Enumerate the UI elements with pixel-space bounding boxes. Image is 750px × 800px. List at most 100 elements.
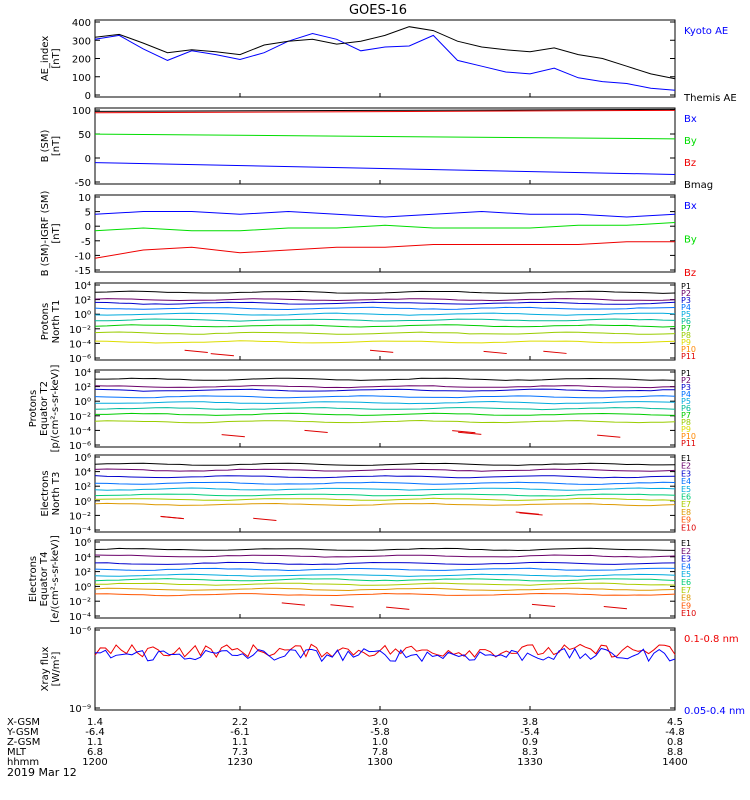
channel-line (94, 419, 676, 424)
legend-entry: 0.05-0.4 nm (684, 706, 745, 717)
panel-frame (94, 454, 676, 533)
channel-line (94, 592, 676, 597)
legend-entry: E2 (681, 547, 691, 556)
channel-line (94, 400, 676, 405)
channel-line (94, 502, 676, 507)
y-axis-label-line: B (SM)-IGRF (SM) (40, 191, 51, 277)
channel-segment (221, 434, 245, 438)
legend-entry: E7 (681, 500, 691, 509)
channel-segment (543, 350, 567, 354)
series-digrf-by (94, 222, 676, 232)
y-tick-label: 100 (72, 106, 91, 117)
legend-entry: E8 (681, 594, 691, 603)
series-bsm-bx (94, 162, 676, 175)
y-axis-label-line: B (SM) (40, 129, 51, 162)
y-axis-label-line: [nT] (51, 48, 62, 68)
y-tick-label: 5 (85, 208, 91, 219)
legend-entry: E9 (681, 516, 691, 525)
series-bsm-bz (94, 109, 676, 114)
legend-entry: P1 (681, 282, 691, 291)
y-tick-label: 400 (72, 18, 91, 29)
channel-line (94, 587, 676, 592)
y-tick-label: 10⁻⁶ (69, 354, 91, 365)
channel-line (94, 561, 676, 566)
channel-line (94, 468, 676, 472)
channel-line (94, 487, 676, 491)
y-axis-label-line: [e/(cm²-s-sr-keV)] (50, 535, 61, 623)
legend-entry: 0.1-0.8 nm (684, 634, 739, 645)
y-tick-label: 0 (85, 154, 91, 165)
x-tick-value: 1.1 (87, 737, 103, 748)
channel-line (94, 340, 676, 344)
legend-entry: P9 (681, 338, 691, 347)
series-digrf-bx (94, 210, 676, 218)
x-tick-value: -5.4 (520, 727, 540, 738)
chart-title: GOES-16 (349, 3, 407, 18)
x-row-label: X-GSM (7, 717, 40, 728)
x-tick-value: 1.0 (372, 737, 388, 748)
legend-entry: P9 (681, 425, 691, 434)
x-row-label: Z-GSM (7, 737, 40, 748)
y-axis-label: ElectronsEquator T4[e/(cm²-s-sr-keV)] (28, 535, 61, 623)
y-axis-label: ElectronsNorth T3 (40, 470, 62, 516)
y-axis-label-line: Equator T4 (39, 552, 50, 607)
panel-ae: 400 300 200 100 0 AE_index[nT] Kyoto AE Themis … (40, 18, 737, 104)
legend-entry: P2 (681, 289, 691, 298)
channel-segment (160, 515, 184, 520)
channel-line (94, 567, 676, 572)
panel-frame (94, 194, 676, 273)
y-axis-label-line: [nT] (51, 223, 62, 243)
x-tick-value: 7.8 (372, 747, 388, 758)
y-tick-label: -5 (81, 237, 91, 248)
legend-entry: By (684, 136, 697, 147)
legend-entry: E3 (681, 555, 691, 564)
y-axis-label: B (SM)[nT] (40, 129, 62, 162)
y-axis-label-line: Protons (40, 303, 51, 340)
y-tick-label: -10 (75, 251, 91, 262)
legend-entry: P4 (681, 303, 691, 312)
series-bsm-by (94, 133, 676, 140)
legend-entry: Bmag (684, 180, 713, 191)
x-tick-value: 1200 (82, 757, 107, 768)
legend-entry: P10 (681, 432, 696, 441)
legend-entry: P7 (681, 411, 691, 420)
channel-line (94, 573, 676, 577)
y-tick-label: 10² (74, 482, 91, 493)
legend-entry: P1 (681, 369, 691, 378)
legend-entry: P2 (681, 376, 691, 385)
channel-segment (369, 349, 394, 353)
y-axis-label-line: [W/m²] (51, 651, 62, 686)
legend-entry: P6 (681, 404, 691, 413)
channel-line (95, 412, 676, 416)
legend-entry: P8 (681, 418, 691, 427)
x-tick-value: 8.3 (522, 747, 538, 758)
legend-entry: P11 (681, 439, 696, 448)
channel-segment (452, 430, 476, 434)
x-tick-value: -5.8 (370, 727, 390, 738)
panel-digrf: 10 5 0 -5 -10 -15 B (SM)-IGRF (SM)[nT] Bx By Bz (40, 191, 697, 279)
y-axis-label-line: Equator T2 (39, 381, 50, 436)
channel-segment (253, 517, 277, 521)
y-tick-label: 10⁻² (69, 511, 91, 522)
channel-line (94, 493, 676, 497)
legend-entry: E7 (681, 586, 691, 595)
legend-entry: P6 (681, 317, 691, 326)
x-tick-value: 2.2 (232, 717, 248, 728)
panel-bsm: 100 50 0 -50 B (SM)[nT] Bx By Bz Bmag (40, 106, 713, 191)
x-tick-value: 0.8 (667, 737, 683, 748)
y-axis-label: Xray flux[W/m²] (40, 647, 62, 692)
legend-entry: P7 (681, 324, 691, 333)
series-digrf-bz (94, 241, 675, 259)
y-tick-label: 10⁰ (74, 582, 91, 593)
y-tick-label: 10⁶ (74, 453, 91, 464)
legend-entry: Bx (684, 114, 697, 125)
legend-entry: Themis AE (683, 93, 737, 104)
y-axis-label: ProtonsEquator T2[p/(cm²-s-sr-keV)] (28, 365, 61, 453)
channel-line (94, 385, 676, 389)
x-row-label: MLT (7, 747, 27, 758)
legend-entry: E5 (681, 485, 691, 494)
legend-entry: E9 (681, 601, 691, 610)
y-axis-label-line: North T3 (51, 472, 62, 516)
channel-segment (597, 434, 621, 438)
